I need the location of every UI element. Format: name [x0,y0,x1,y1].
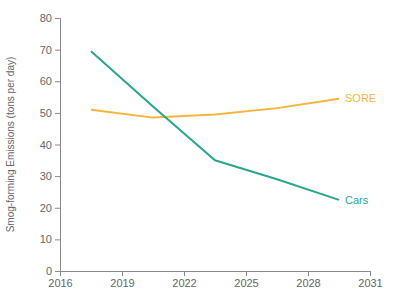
y-axis-tick-label: 40 [40,139,52,151]
y-axis-tick-mark [55,50,60,51]
x-axis-tick-mark [370,271,371,276]
y-axis-tick-label: 0 [46,265,52,277]
y-axis-tick: 40 [40,139,60,151]
y-axis-tick-label: 80 [40,12,52,24]
lines [91,51,339,200]
y-axis-tick: 0 [46,265,60,277]
y-axis-tick-label: 50 [40,107,52,119]
y-axis-tick-mark [55,176,60,177]
series-labels: SORE Cars [345,92,376,205]
x-axis-tick: 2019 [110,271,134,289]
y-axis-tick: 60 [40,75,60,87]
y-axis: 0 10 20 30 40 50 60 70 80 [40,12,61,277]
y-axis-tick: 50 [40,107,60,119]
series-line [91,99,339,118]
series-line [91,51,339,200]
y-axis-tick-label: 30 [40,170,52,182]
y-axis-tick: 70 [40,44,60,56]
x-axis-tick-label: 2025 [234,277,258,289]
x-axis-tick: 2022 [172,271,196,289]
y-axis-tick: 80 [40,12,60,24]
y-axis-tick-mark [55,81,60,82]
chart: 2016 2019 2022 2025 2028 2031 0 10 20 30 40 50 60 70 8… [0,0,400,300]
x-axis-tick-mark [246,271,247,276]
x-axis-tick-mark [308,271,309,276]
x-axis-tick-mark [184,271,185,276]
y-axis-tick-label: 70 [40,44,52,56]
y-axis-tick: 30 [40,170,60,182]
x-axis-tick-label: 2016 [48,277,72,289]
y-axis-tick-mark [55,208,60,209]
y-axis-tick-mark [55,18,60,19]
series-label: Cars [345,194,369,206]
x-axis-tick-label: 2028 [296,277,320,289]
x-axis: 2016 2019 2022 2025 2028 2031 [48,271,382,289]
x-axis-tick-label: 2019 [110,277,134,289]
x-axis-tick-label: 2022 [172,277,196,289]
x-axis-tick: 2031 [358,271,382,289]
x-axis-tick: 2025 [234,271,258,289]
y-axis-tick-mark [55,113,60,114]
x-axis-tick-label: 2031 [358,277,382,289]
x-axis-line [61,272,371,277]
y-axis-tick: 10 [40,233,60,245]
series-label: SORE [345,92,376,104]
y-axis-line [55,19,61,272]
x-axis-tick: 2028 [296,271,320,289]
y-axis-tick-mark [55,145,60,146]
plot: 2016 2019 2022 2025 2028 2031 0 10 20 30 40 50 60 70 8… [40,12,383,289]
y-axis-tick: 20 [40,202,60,214]
y-axis-tick-mark [55,271,60,272]
y-axis-tick-mark [55,239,60,240]
y-axis-tick-label: 20 [40,202,52,214]
x-axis-tick-mark [122,271,123,276]
y-axis-tick-label: 10 [40,233,52,245]
y-axis-tick-label: 60 [40,75,52,87]
y-axis-title: Smog-forming Emissions (tons per day) [5,57,16,233]
